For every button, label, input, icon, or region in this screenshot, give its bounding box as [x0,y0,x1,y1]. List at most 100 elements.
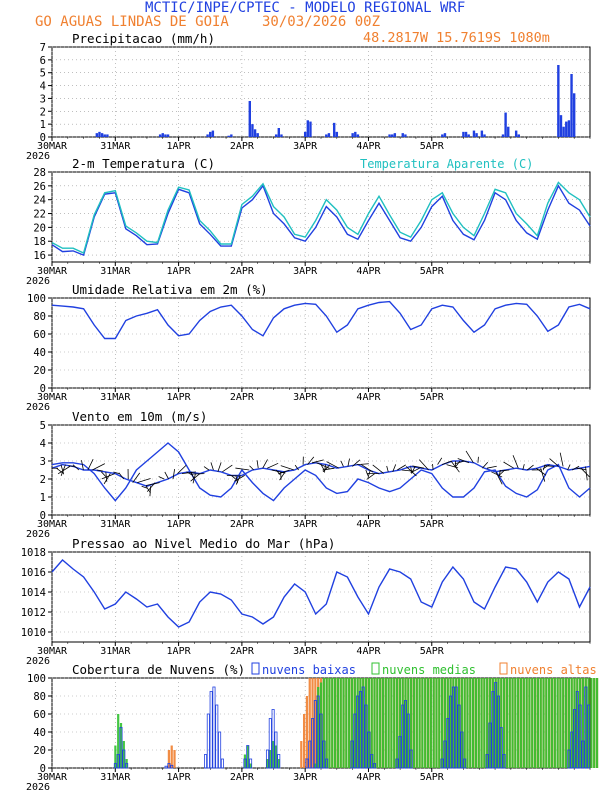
y-tick-label: 1 [40,492,46,504]
wind-vector [397,464,406,471]
legend-label: nuvens altas [510,663,597,677]
cloud-bar-0 [274,731,278,769]
cloud-bar-0 [119,727,123,769]
precip-bar [277,128,281,137]
cloud-bar-0 [370,754,374,769]
wind-vector [437,457,443,465]
x-tick-label: 30MAR [37,519,68,530]
cloud-bar-1 [519,678,523,768]
cloud-bar-0 [446,718,450,769]
x-tick-label: 31MAR [100,646,131,657]
wind-vector [87,459,94,471]
cloud-bar-1 [356,678,359,768]
wind-vector [465,450,474,464]
precip-bar [251,124,254,137]
precip-bar [462,131,465,137]
y-tick-label: 3 [40,93,46,105]
wind-vector [322,467,335,471]
cloud-bar-1 [432,678,435,768]
cloud-bar-0 [350,740,354,769]
wind-vector [172,469,176,480]
x-year-label: 2026 [26,402,50,413]
precip-bar [388,134,391,137]
cloud-bar-1 [446,678,449,768]
wind-vector [96,469,103,472]
wind-vector [101,471,108,478]
cloud-bar-0 [488,722,492,769]
cloud-bar-1 [424,678,427,768]
x-tick-label: 30MAR [37,392,68,403]
x-tick-label: 3APR [293,266,318,277]
cloud-bar-0 [403,700,408,769]
cloud-bar-1 [317,687,320,768]
wind-vector [559,452,564,467]
precip-bar [507,126,510,137]
wind-vector [311,459,324,464]
cloud-bar-0 [313,700,317,769]
x-tick-label: 3APR [293,646,318,657]
cloud-bar-1 [384,678,387,768]
cloud-bar-1 [567,678,570,768]
wind-vector [567,464,571,471]
cloud-bar-0 [581,740,585,769]
x-tick-label: 3APR [293,392,318,403]
header-coords: 48.2817W 15.7619S 1080m [363,30,550,46]
panel-frame [51,297,591,389]
cloud-bar-0 [567,749,571,769]
cloud-bar-0 [215,704,219,769]
x-tick-label: 31MAR [100,519,131,530]
x-tick-label: 31MAR [100,772,131,783]
panel-title: Vento em 10m (m/s) [72,409,207,424]
x-tick-label: 5APR [420,141,445,152]
precip-bar [280,134,283,137]
cloud-bar-1 [426,678,430,768]
cloud-bar-1 [407,678,410,768]
cloud-bar-0 [364,704,368,769]
cloud-bar-1 [345,678,348,768]
x-tick-label: 30MAR [37,646,68,657]
x-tick-label: 2APR [230,772,255,783]
header-run: 30/03/2026 00Z [262,14,380,30]
y-tick-label: 60 [33,709,46,721]
cloud-bar-0 [485,754,489,769]
x-tick-label: 2APR [230,392,255,403]
cloud-bar-1 [452,678,455,768]
precip-bar [164,134,167,137]
precip-bar [306,120,310,137]
cloud-bar-1 [370,678,373,768]
cloud-bar-1 [325,678,328,768]
cloud-bar-1 [421,678,424,768]
precip-bar [517,134,520,137]
wind-vector [324,464,326,473]
cloud-bar-1 [269,750,272,768]
precip-bar [325,134,328,137]
cloud-bar-2 [314,678,317,768]
cloud-bar-1 [387,678,390,768]
cloud-bar-0 [305,758,309,769]
cloud-bar-2 [167,750,171,768]
cloud-bar-1 [505,678,509,768]
wind-vector [544,465,555,467]
x-tick-label: 2APR [230,266,255,277]
cloud-bar-2 [170,745,173,768]
cloud-bar-1 [542,678,545,768]
cloud-bar-0 [218,731,222,769]
panel-title: Umidade Relativa em 2m (%) [72,282,268,297]
cloud-bar-1 [528,678,531,768]
cloud-bar-1 [593,678,596,768]
cloud-bar-0 [243,758,247,769]
cloud-bar-0 [277,754,281,769]
y-tick-label: 2 [40,474,46,486]
wind-vector [347,458,350,467]
cloud-bar-1 [570,678,573,768]
precip-bar [100,133,104,137]
cloud-bar-1 [466,678,469,768]
cloud-bar-1 [511,678,514,768]
wind-vector [356,463,369,465]
legend-label: Temperatura Aparente (C) [360,157,533,171]
y-tick-label: 20 [33,745,46,757]
cloud-bar-0 [170,764,174,769]
y-tick-label: 20 [33,365,46,377]
cloud-bar-1 [536,678,539,768]
precip-bar [480,130,484,137]
